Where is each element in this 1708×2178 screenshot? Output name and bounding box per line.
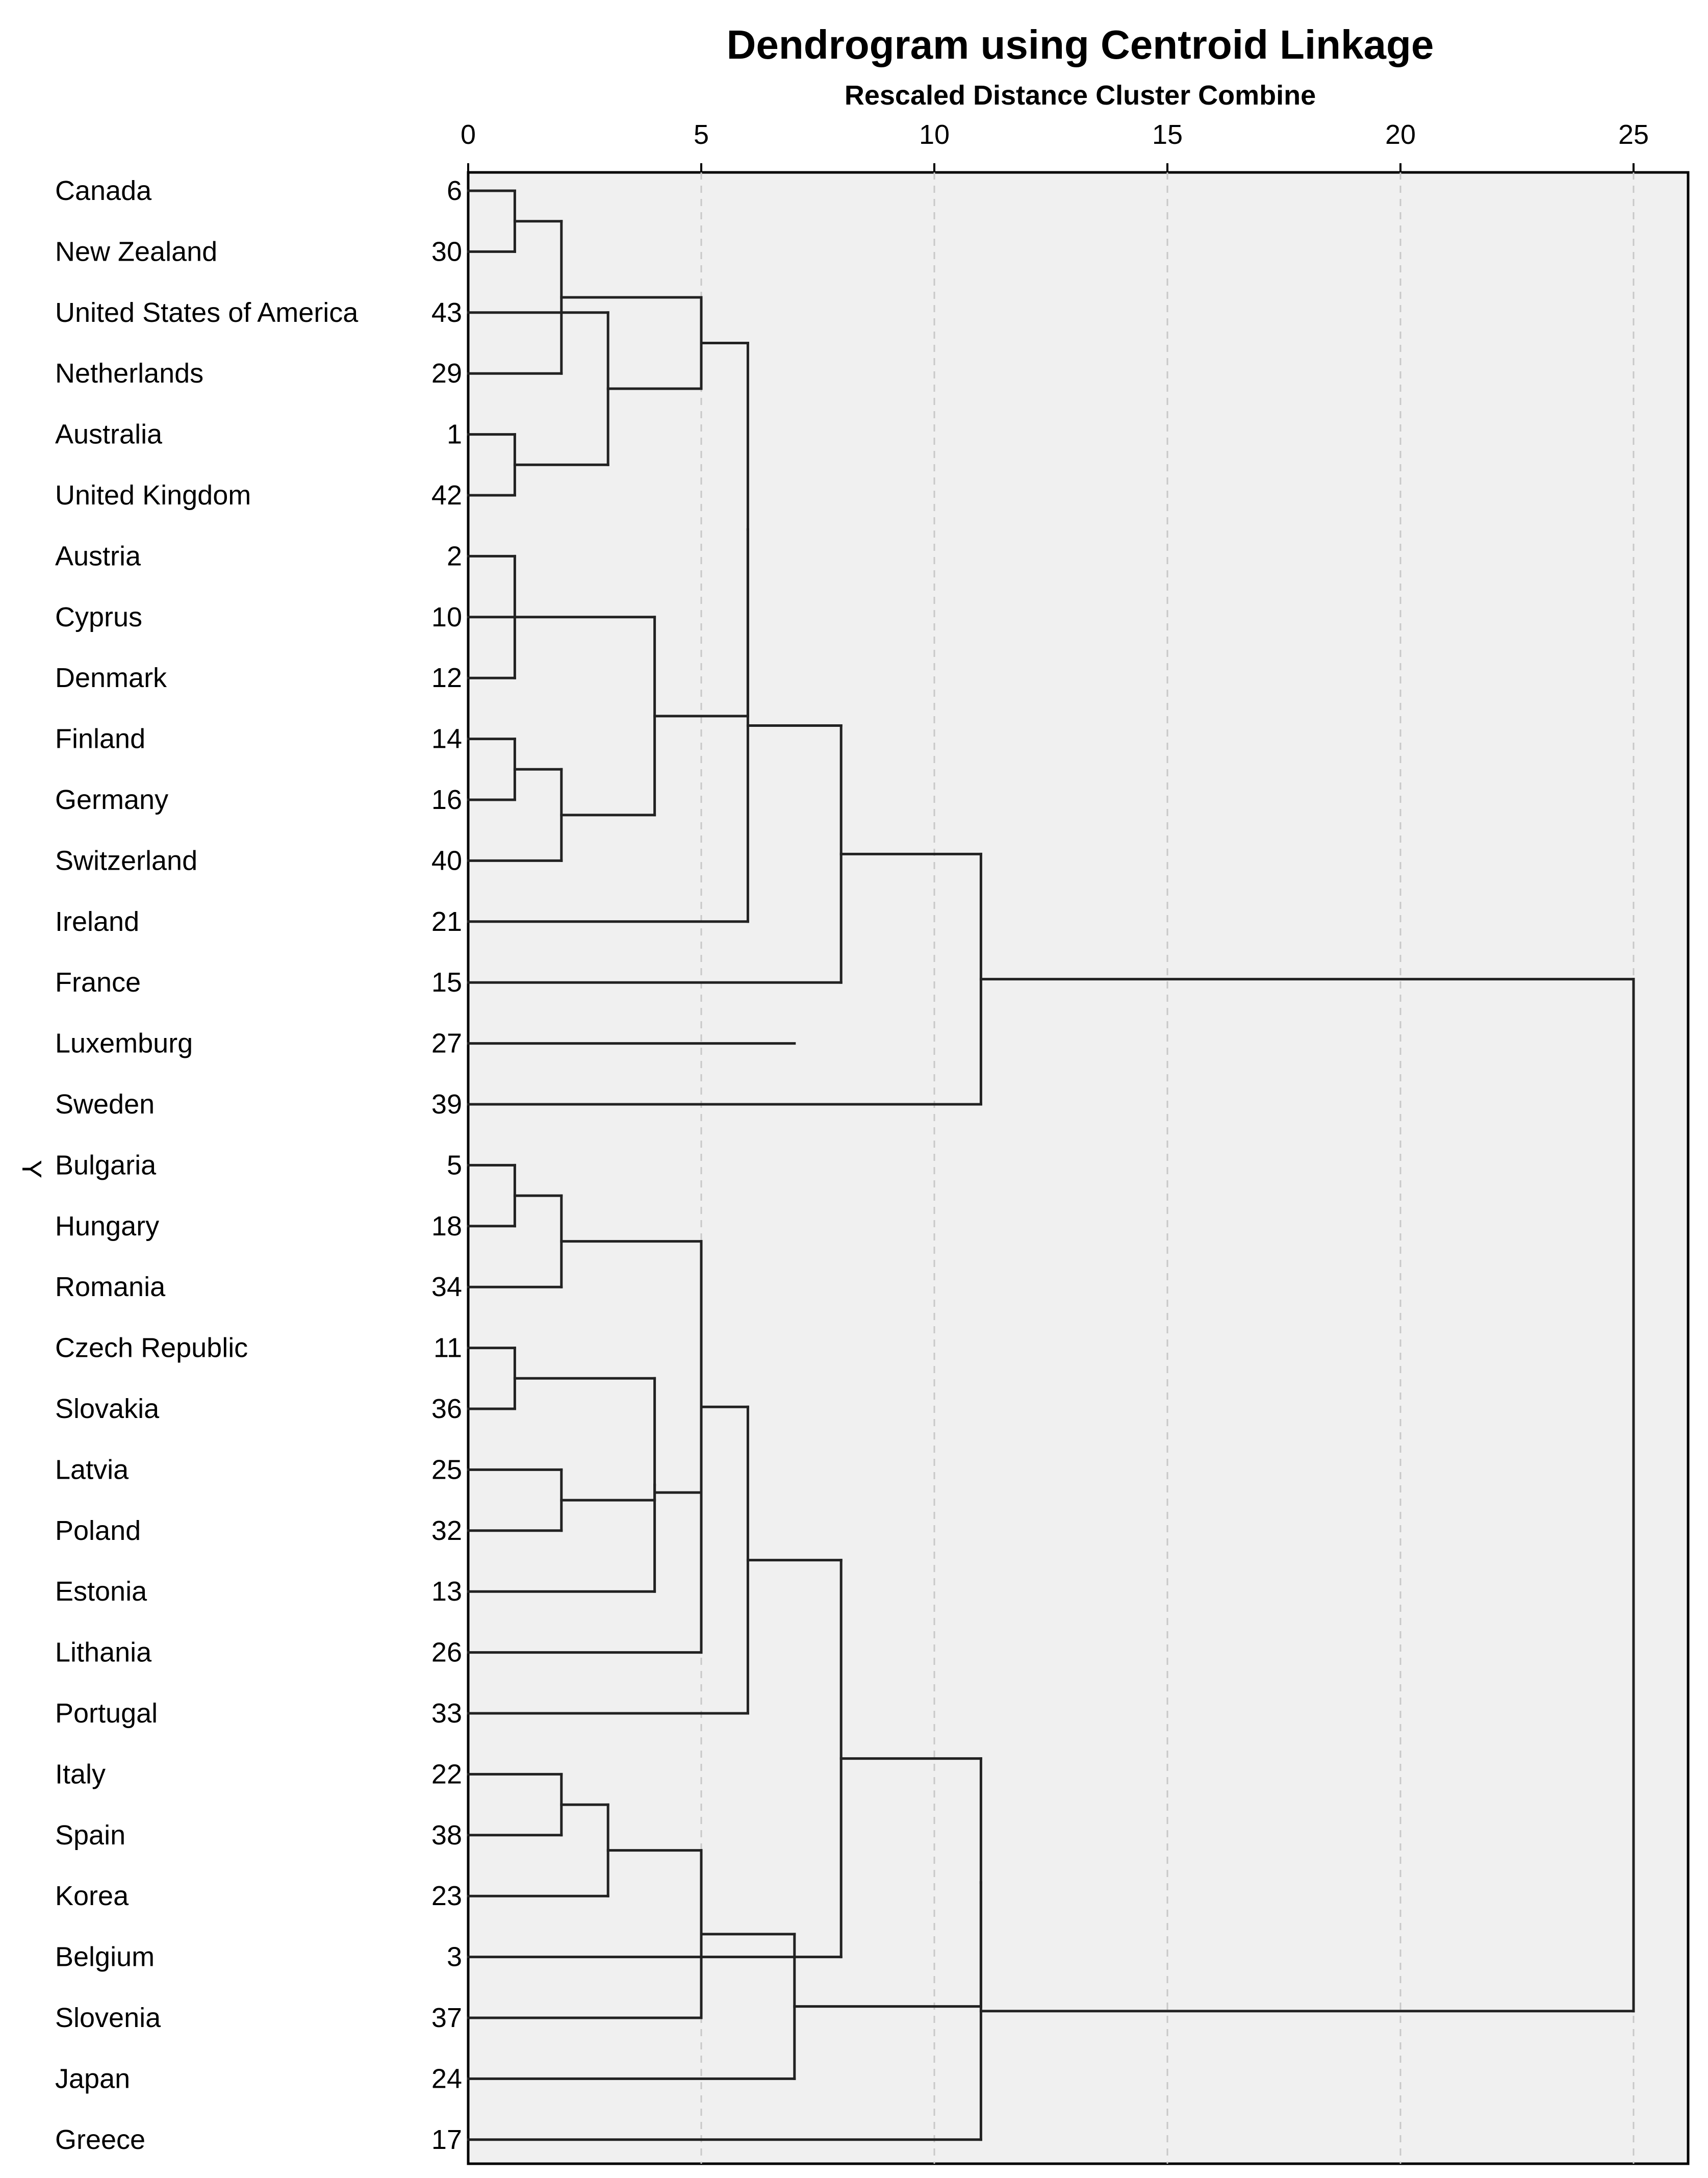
leaf-label: Korea — [55, 1881, 129, 1911]
x-tick-label-15: 15 — [1152, 119, 1183, 150]
leaf-case-number: 3 — [447, 1942, 462, 1972]
x-axis: 0 5 10 15 20 25 — [461, 119, 1649, 172]
leaf-case-number: 5 — [447, 1150, 462, 1180]
leaf-label: Hungary — [55, 1211, 159, 1242]
leaf-case-number: 36 — [431, 1394, 462, 1424]
leaf-label: Austria — [55, 541, 141, 571]
leaf-case-number: 30 — [431, 236, 462, 267]
leaf-case-number: 1 — [447, 419, 462, 450]
leaf-label: Estonia — [55, 1576, 147, 1607]
leaf-label: United Kingdom — [55, 480, 251, 511]
leaf-case-number: 6 — [447, 175, 462, 206]
leaf-case-number: 29 — [431, 358, 462, 389]
leaf-label: New Zealand — [55, 236, 217, 267]
dendrogram-links — [467, 189, 1635, 2141]
leaf-label: Belgium — [55, 1942, 155, 1972]
leaf-case-number: 22 — [431, 1759, 462, 1789]
leaf-case-number: 39 — [431, 1089, 462, 1120]
leaf-case-number: 38 — [431, 1820, 462, 1851]
leaf-case-number: 24 — [431, 2063, 462, 2094]
leaf-case-number: 27 — [431, 1028, 462, 1059]
leaf-label: Greece — [55, 2124, 145, 2155]
leaf-case-number: 11 — [434, 1333, 462, 1363]
x-tick-label-5: 5 — [694, 119, 709, 150]
leaf-case-number: 33 — [431, 1698, 462, 1729]
chart-subtitle: Rescaled Distance Cluster Combine — [845, 80, 1316, 111]
leaf-case-number: 15 — [431, 967, 462, 998]
leaf-case-number: 26 — [431, 1637, 462, 1668]
leaf-label: Italy — [55, 1759, 106, 1789]
leaf-label: Poland — [55, 1515, 141, 1546]
chart-title: Dendrogram using Centroid Linkage — [727, 22, 1434, 67]
leaf-label: Canada — [55, 175, 152, 206]
leaf-label: Portugal — [55, 1698, 158, 1729]
leaf-label: Czech Republic — [55, 1333, 248, 1363]
leaf-case-number: 21 — [431, 906, 462, 937]
leaf-label: Japan — [55, 2063, 130, 2094]
leaf-case-number: 40 — [431, 845, 462, 876]
plot-area — [467, 171, 1690, 2165]
x-tick-label-25: 25 — [1618, 119, 1649, 150]
y-axis-label: Y — [16, 1160, 47, 1178]
leaf-label: Slovakia — [55, 1394, 160, 1424]
leaf-label: Luxemburg — [55, 1028, 193, 1059]
leaf-case-number: 32 — [431, 1515, 462, 1546]
leaf-label: Cyprus — [55, 602, 142, 632]
leaf-label: France — [55, 967, 141, 998]
leaf-label: Germany — [55, 784, 168, 815]
leaf-label: Bulgaria — [55, 1150, 157, 1180]
x-tick-label-0: 0 — [461, 119, 476, 150]
leaf-case-number: 18 — [431, 1211, 462, 1242]
leaf-case-number: 23 — [431, 1881, 462, 1911]
leaf-label: Switzerland — [55, 845, 197, 876]
x-tick-label-10: 10 — [919, 119, 950, 150]
leaf-case-number: 10 — [431, 602, 462, 632]
leaf-label: United States of America — [55, 297, 359, 328]
leaf-labels: Canada 6 New Zealand 30 United States of Ame… — [55, 175, 462, 2155]
leaf-case-number: 34 — [431, 1272, 462, 1302]
x-tick-label-20: 20 — [1385, 119, 1416, 150]
leaf-case-number: 42 — [431, 480, 462, 511]
leaf-label: Denmark — [55, 663, 167, 693]
leaf-case-number: 43 — [431, 297, 462, 328]
leaf-label: Slovenia — [55, 2003, 161, 2033]
leaf-case-number: 2 — [447, 541, 462, 571]
leaf-case-number: 12 — [431, 663, 462, 693]
leaf-label: Ireland — [55, 906, 139, 937]
leaf-case-number: 14 — [431, 724, 462, 754]
leaf-case-number: 13 — [431, 1576, 462, 1607]
leaf-case-number: 17 — [431, 2124, 462, 2155]
leaf-label: Netherlands — [55, 358, 203, 389]
leaf-label: Spain — [55, 1820, 125, 1851]
leaf-label: Romania — [55, 1272, 166, 1302]
leaf-case-number: 37 — [431, 2003, 462, 2033]
leaf-label: Latvia — [55, 1454, 129, 1485]
leaf-case-number: 16 — [431, 784, 462, 815]
leaf-case-number: 25 — [431, 1454, 462, 1485]
leaf-label: Finland — [55, 724, 145, 754]
leaf-label: Sweden — [55, 1089, 155, 1120]
leaf-label: Australia — [55, 419, 163, 450]
leaf-label: Lithania — [55, 1637, 152, 1668]
